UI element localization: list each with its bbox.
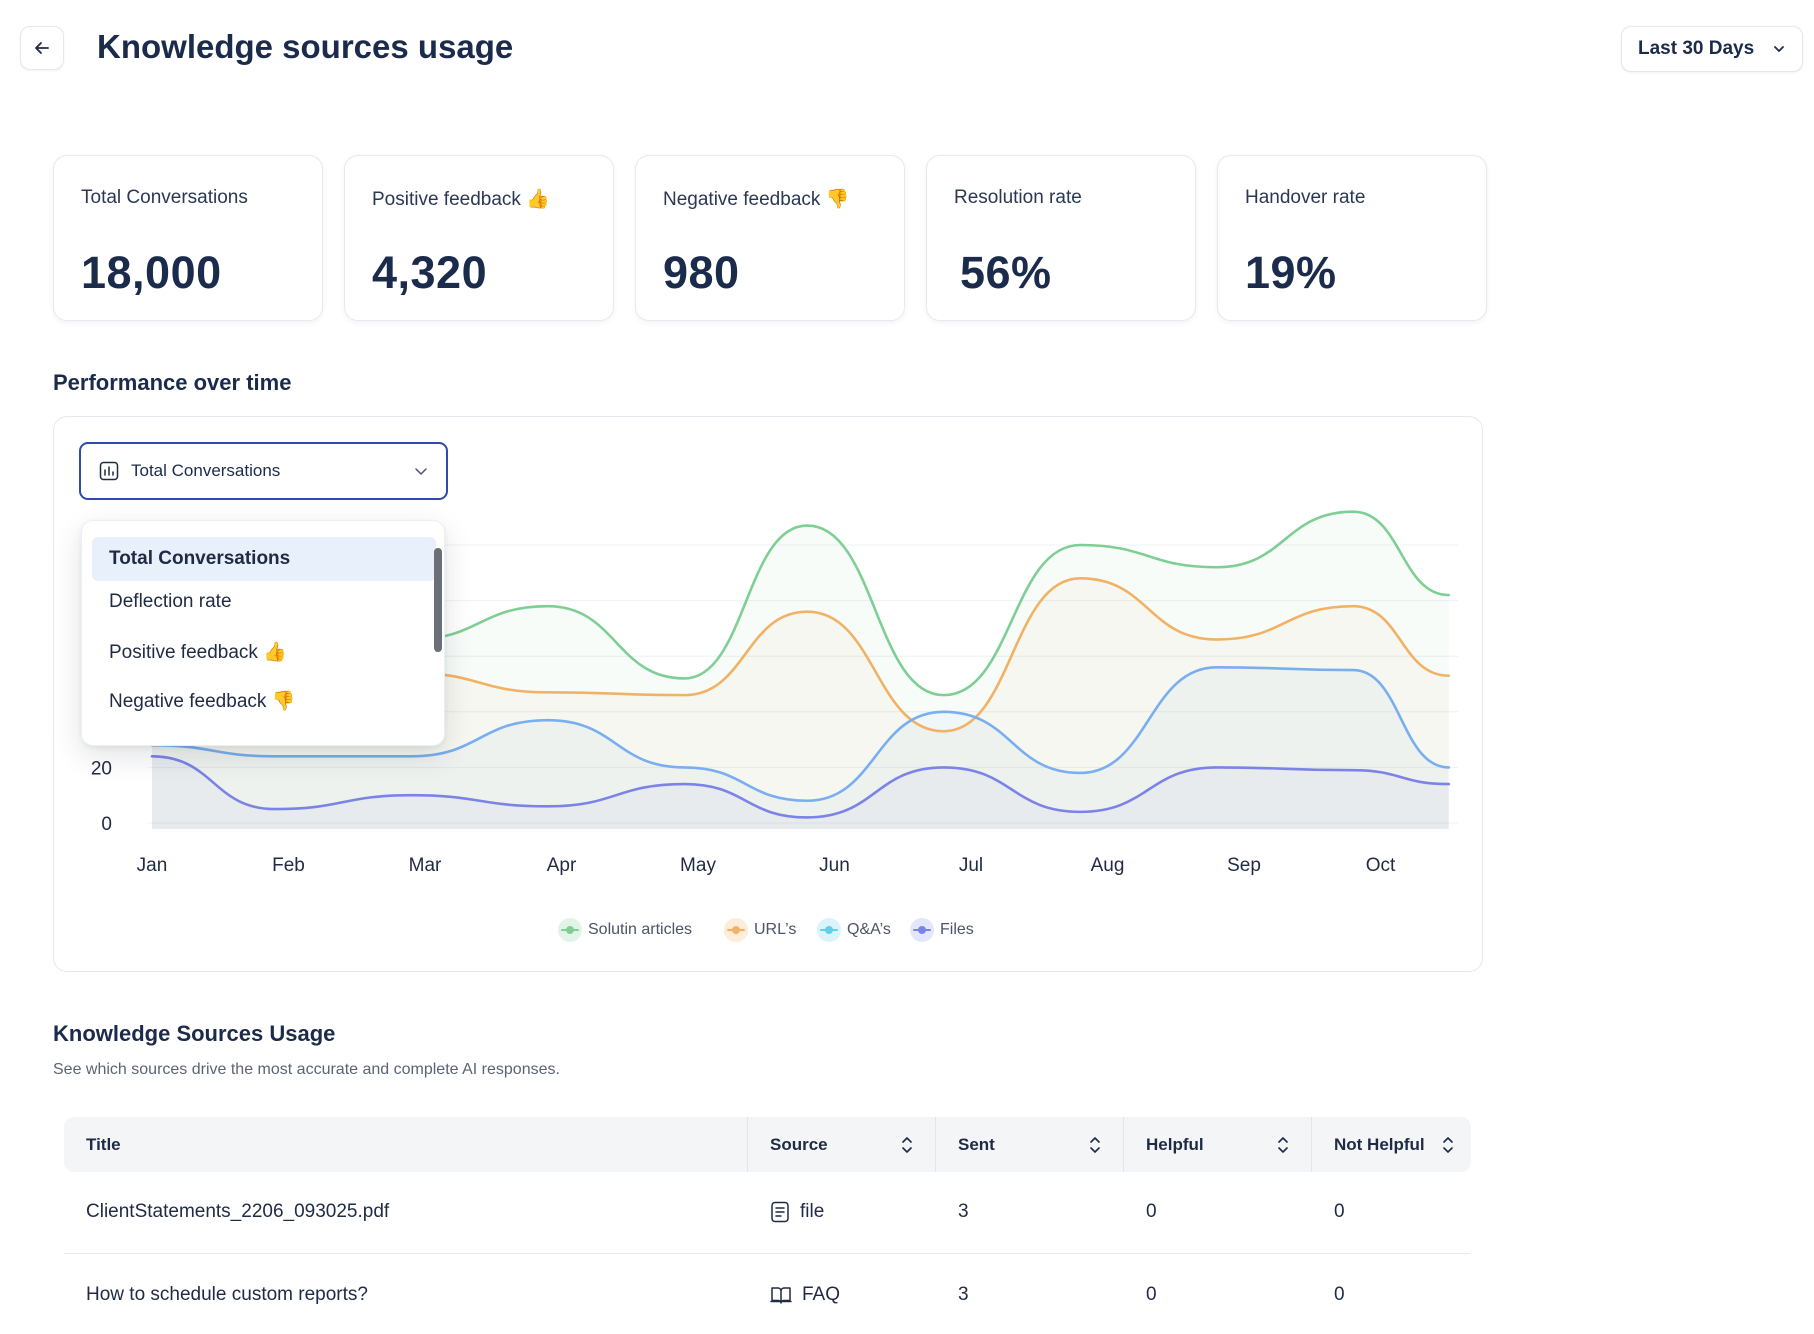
row-not-helpful: 0 bbox=[1334, 1201, 1345, 1222]
performance-section-title: Performance over time bbox=[53, 370, 292, 395]
page-title: Knowledge sources usage bbox=[97, 28, 514, 65]
legend-label: Q&A’s bbox=[847, 921, 891, 938]
x-tick-label: Jul bbox=[959, 855, 983, 876]
column-header-source[interactable]: Source bbox=[770, 1134, 828, 1154]
arrow-left-icon bbox=[35, 42, 49, 54]
legend-marker bbox=[910, 918, 934, 942]
dropdown-option-deflection-rate[interactable]: Deflection rate bbox=[109, 591, 232, 612]
stat-value: 18,000 bbox=[81, 247, 222, 298]
stat-label: Negative feedback 👎 bbox=[663, 189, 850, 210]
metric-select-label: Total Conversations bbox=[131, 461, 281, 480]
document-icon bbox=[771, 1201, 789, 1223]
stat-label: Handover rate bbox=[1245, 187, 1366, 208]
row-title[interactable]: ClientStatements_2206_093025.pdf bbox=[86, 1201, 390, 1222]
legend-marker bbox=[817, 918, 841, 942]
dropdown-option-negative-feedback[interactable]: Negative feedback 👎 bbox=[109, 691, 296, 712]
legend-label: Files bbox=[940, 921, 974, 938]
x-tick-label: May bbox=[680, 855, 716, 876]
dropdown-option-total-conversations[interactable]: Total Conversations bbox=[92, 537, 436, 581]
row-title[interactable]: How to schedule custom reports? bbox=[86, 1284, 368, 1305]
stat-label: Positive feedback 👍 bbox=[372, 189, 550, 210]
x-tick-label: Jan bbox=[137, 855, 168, 876]
performance-chart: 0 20 Jan Feb Mar Apr May Jun Jul Aug Sep Oct bbox=[91, 510, 1458, 876]
row-helpful: 0 bbox=[1146, 1201, 1157, 1222]
sort-icon[interactable] bbox=[1441, 1135, 1455, 1155]
legend-item-files: Files bbox=[910, 918, 974, 942]
x-tick-label: Aug bbox=[1091, 855, 1125, 876]
legend-marker bbox=[724, 918, 748, 942]
stat-value: 56% bbox=[960, 247, 1052, 298]
sort-icon[interactable] bbox=[900, 1135, 914, 1155]
legend-item-urls: URL’s bbox=[724, 918, 796, 942]
row-source-label: FAQ bbox=[802, 1284, 841, 1305]
back-button[interactable] bbox=[20, 26, 64, 70]
series-line bbox=[150, 754, 1451, 819]
legend-label: URL’s bbox=[754, 921, 797, 938]
x-tick-label: Sep bbox=[1227, 855, 1261, 876]
stat-card-total-conversations: Total Conversations 18,000 bbox=[53, 155, 323, 321]
row-divider bbox=[64, 1253, 1471, 1254]
legend-label: Solutin articles bbox=[588, 921, 693, 938]
y-tick-label: 20 bbox=[91, 758, 112, 779]
row-source-label: file bbox=[800, 1201, 825, 1222]
x-tick-label: Mar bbox=[409, 855, 442, 876]
stat-card-handover-rate: Handover rate 19% bbox=[1217, 155, 1487, 321]
stat-value: 980 bbox=[663, 247, 740, 298]
row-source: file bbox=[770, 1198, 824, 1226]
chevron-down-icon bbox=[415, 468, 427, 475]
series-line bbox=[150, 666, 1451, 803]
sort-icon[interactable] bbox=[1276, 1135, 1290, 1155]
column-header-title[interactable]: Title bbox=[86, 1134, 121, 1154]
x-tick-label: Oct bbox=[1366, 855, 1396, 876]
x-tick-label: Jun bbox=[819, 855, 850, 876]
date-range-select[interactable]: Last 30 Days bbox=[1621, 26, 1803, 72]
date-range-label: Last 30 Days bbox=[1638, 38, 1755, 59]
series-area bbox=[152, 756, 1449, 829]
stat-value: 19% bbox=[1245, 247, 1337, 298]
metric-select[interactable]: Total Conversations bbox=[79, 442, 448, 500]
series-area bbox=[152, 578, 1449, 829]
column-header-helpful[interactable]: Helpful bbox=[1146, 1134, 1204, 1154]
stat-value: 4,320 bbox=[372, 247, 488, 298]
y-tick-label: 0 bbox=[101, 814, 112, 835]
row-sent: 3 bbox=[958, 1201, 969, 1222]
sort-icon[interactable] bbox=[1088, 1135, 1102, 1155]
stat-card-resolution-rate: Resolution rate 56% bbox=[926, 155, 1196, 321]
column-header-sent[interactable]: Sent bbox=[958, 1134, 995, 1154]
column-divider bbox=[1311, 1117, 1312, 1172]
sources-section-title: Knowledge Sources Usage bbox=[53, 1021, 336, 1046]
x-tick-label: Feb bbox=[272, 855, 305, 876]
series-area bbox=[152, 667, 1449, 829]
metric-dropdown-menu: Total Conversations Deflection rate Posi… bbox=[81, 520, 445, 746]
column-divider bbox=[935, 1117, 936, 1172]
x-tick-label: Apr bbox=[547, 855, 577, 876]
row-sent: 3 bbox=[958, 1284, 969, 1305]
legend-marker bbox=[558, 918, 582, 942]
table-header: Title Source Sent Helpful Not Helpful bbox=[64, 1117, 1471, 1172]
stat-card-negative-feedback: Negative feedback 👎 980 bbox=[635, 155, 905, 321]
book-icon bbox=[770, 1287, 792, 1304]
stat-label: Resolution rate bbox=[954, 187, 1082, 208]
dropdown-scrollbar[interactable] bbox=[434, 548, 442, 652]
legend-item-solution-articles: Solutin articles bbox=[558, 918, 692, 942]
row-not-helpful: 0 bbox=[1334, 1284, 1345, 1305]
dropdown-option-positive-feedback[interactable]: Positive feedback 👍 bbox=[109, 642, 287, 663]
stat-label: Total Conversations bbox=[81, 187, 248, 208]
row-source: FAQ bbox=[770, 1281, 840, 1309]
sources-subtitle: See which sources drive the most accurat… bbox=[53, 1061, 560, 1078]
row-helpful: 0 bbox=[1146, 1284, 1157, 1305]
bar-chart-icon bbox=[99, 461, 119, 481]
column-divider bbox=[747, 1117, 748, 1172]
legend-item-qas: Q&A’s bbox=[817, 918, 891, 942]
column-header-not-helpful[interactable]: Not Helpful bbox=[1334, 1134, 1425, 1154]
stat-card-positive-feedback: Positive feedback 👍 4,320 bbox=[344, 155, 614, 321]
column-divider bbox=[1123, 1117, 1124, 1172]
chevron-down-icon bbox=[1774, 46, 1784, 52]
